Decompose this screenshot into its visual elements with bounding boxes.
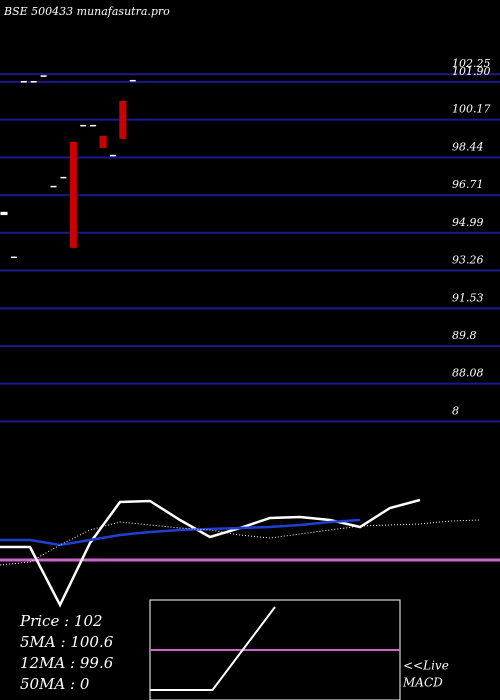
y-tick-label: 88.08 (452, 367, 484, 380)
macd-label: MACD (402, 676, 443, 690)
y-tick-label: 93.26 (452, 254, 484, 267)
macd-line (150, 606, 276, 691)
candle (20, 81, 27, 83)
candle (99, 135, 107, 148)
y-tick-label: 101.90 (452, 65, 491, 78)
y-tick-label: 96.71 (452, 178, 484, 191)
candle (50, 185, 57, 188)
y-tick-label: 89.8 (452, 329, 477, 342)
candle (10, 256, 17, 259)
candle (129, 79, 136, 82)
candle (119, 100, 127, 139)
stat-text: 12MA : 99.6 (20, 654, 114, 672)
macd-label: <<Live (403, 659, 449, 673)
stat-text: 50MA : 0 (20, 675, 90, 693)
y-tick-label: 8 (452, 404, 459, 417)
candle (69, 141, 77, 248)
candle (40, 75, 47, 77)
indicator-line (0, 518, 361, 547)
candle (80, 124, 87, 127)
candle (109, 154, 116, 157)
y-tick-label: 102.25 (452, 57, 491, 70)
candle (60, 176, 67, 179)
y-tick-label: 91.53 (452, 291, 484, 304)
candle (90, 124, 97, 127)
candle (0, 211, 8, 216)
y-tick-label: 98.44 (452, 140, 484, 153)
y-tick-label: 100.17 (452, 103, 491, 116)
indicator-line (0, 498, 421, 608)
stat-text: Price : 102 (19, 612, 103, 630)
chart-title: BSE 500433 munafasutra.pro (3, 5, 170, 18)
stat-text: 5MA : 100.6 (20, 633, 114, 651)
candle (30, 81, 37, 83)
y-tick-label: 94.99 (452, 216, 484, 229)
